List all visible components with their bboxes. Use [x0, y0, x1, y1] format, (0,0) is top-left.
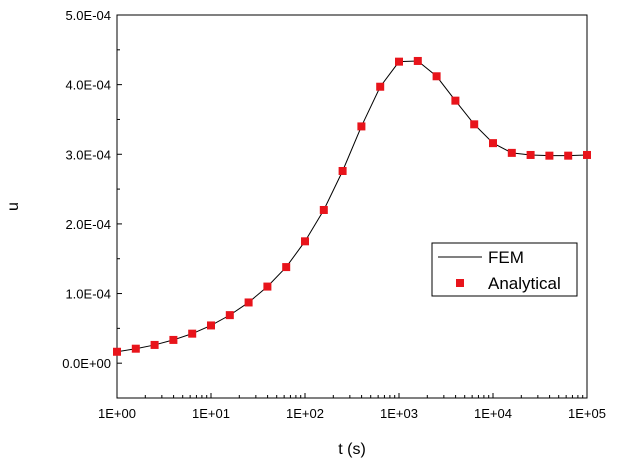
analytical-point [470, 120, 479, 129]
analytical-point [451, 96, 460, 105]
legend-box [431, 242, 578, 297]
x-tick-label: 1E+05 [568, 406, 606, 421]
fem-line [116, 60, 588, 353]
analytical-point [395, 57, 403, 66]
analytical-point [263, 282, 272, 291]
y-tick-label: 1.0E-04 [65, 287, 111, 302]
x-tick-label: 1E+01 [192, 406, 230, 421]
series-layer [113, 56, 591, 356]
y-tick-label: 5.0E-04 [65, 8, 111, 23]
y-tick-label: 0.0E+00 [62, 356, 111, 371]
analytical-point [131, 344, 140, 353]
legend: FEM Analytical [431, 242, 578, 297]
y-tick-label: 4.0E-04 [65, 78, 111, 93]
analytical-point [188, 329, 197, 338]
y-tick-label: 3.0E-04 [65, 147, 111, 162]
analytical-point [507, 148, 516, 157]
analytical-point [225, 311, 234, 320]
analytical-point [113, 347, 121, 356]
analytical-point [583, 150, 591, 159]
y-axis: 0.0E+00 1.0E-04 2.0E-04 3.0E-04 4.0E-04 5.0E-… [62, 8, 122, 371]
analytical-point [150, 340, 159, 349]
x-tick-label: 1E+04 [474, 406, 512, 421]
analytical-point [338, 166, 347, 175]
analytical-point [564, 151, 573, 160]
analytical-point [526, 150, 535, 159]
analytical-point [207, 321, 215, 330]
analytical-point [282, 263, 291, 272]
legend-marker-swatch [456, 279, 464, 287]
analytical-point [169, 335, 178, 344]
x-tick-label: 1E+00 [98, 406, 136, 421]
x-axis-title: t (s) [338, 441, 366, 458]
y-axis-title: u [5, 202, 22, 211]
analytical-point [301, 237, 309, 246]
x-tick-label: 1E+02 [286, 406, 324, 421]
analytical-point [357, 122, 366, 131]
legend-label-analytical: Analytical [488, 274, 561, 293]
analytical-point [545, 151, 554, 160]
analytical-point [413, 56, 422, 65]
analytical-point [319, 205, 328, 214]
plot-frame [116, 14, 588, 399]
analytical-point [244, 298, 253, 307]
x-axis: 1E+00 1E+01 1E+02 1E+03 1E+04 1E+05 [98, 393, 606, 421]
analytical-point [432, 72, 441, 81]
y-tick-label: 2.0E-04 [65, 217, 111, 232]
x-tick-label: 1E+03 [380, 406, 418, 421]
analytical-point [489, 139, 497, 148]
analytical-point [376, 82, 385, 91]
legend-label-fem: FEM [488, 248, 524, 267]
